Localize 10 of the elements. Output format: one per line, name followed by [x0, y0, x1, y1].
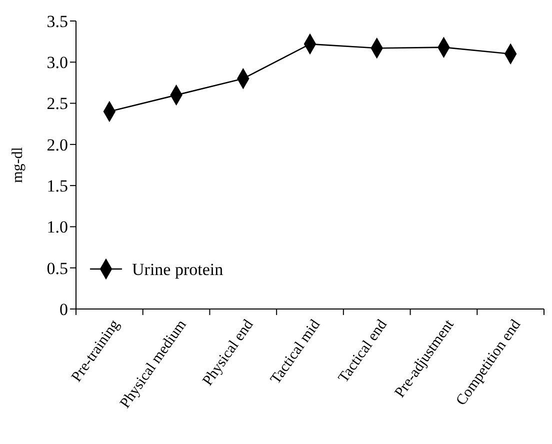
- y-tick-label: 0: [60, 300, 68, 319]
- y-tick-label: 2.5: [46, 94, 68, 114]
- y-axis-title: mg-dl: [10, 147, 26, 183]
- y-tick-label: 1.0: [46, 218, 68, 237]
- y-tick-label: 3.0: [46, 53, 68, 72]
- y-tick-label: 0.5: [46, 258, 68, 278]
- y-tick-label: 3.5: [46, 12, 68, 31]
- y-tick-label: 1.5: [46, 176, 68, 196]
- y-tick-label: 2.0: [46, 135, 68, 154]
- legend-label: Urine protein: [132, 260, 224, 279]
